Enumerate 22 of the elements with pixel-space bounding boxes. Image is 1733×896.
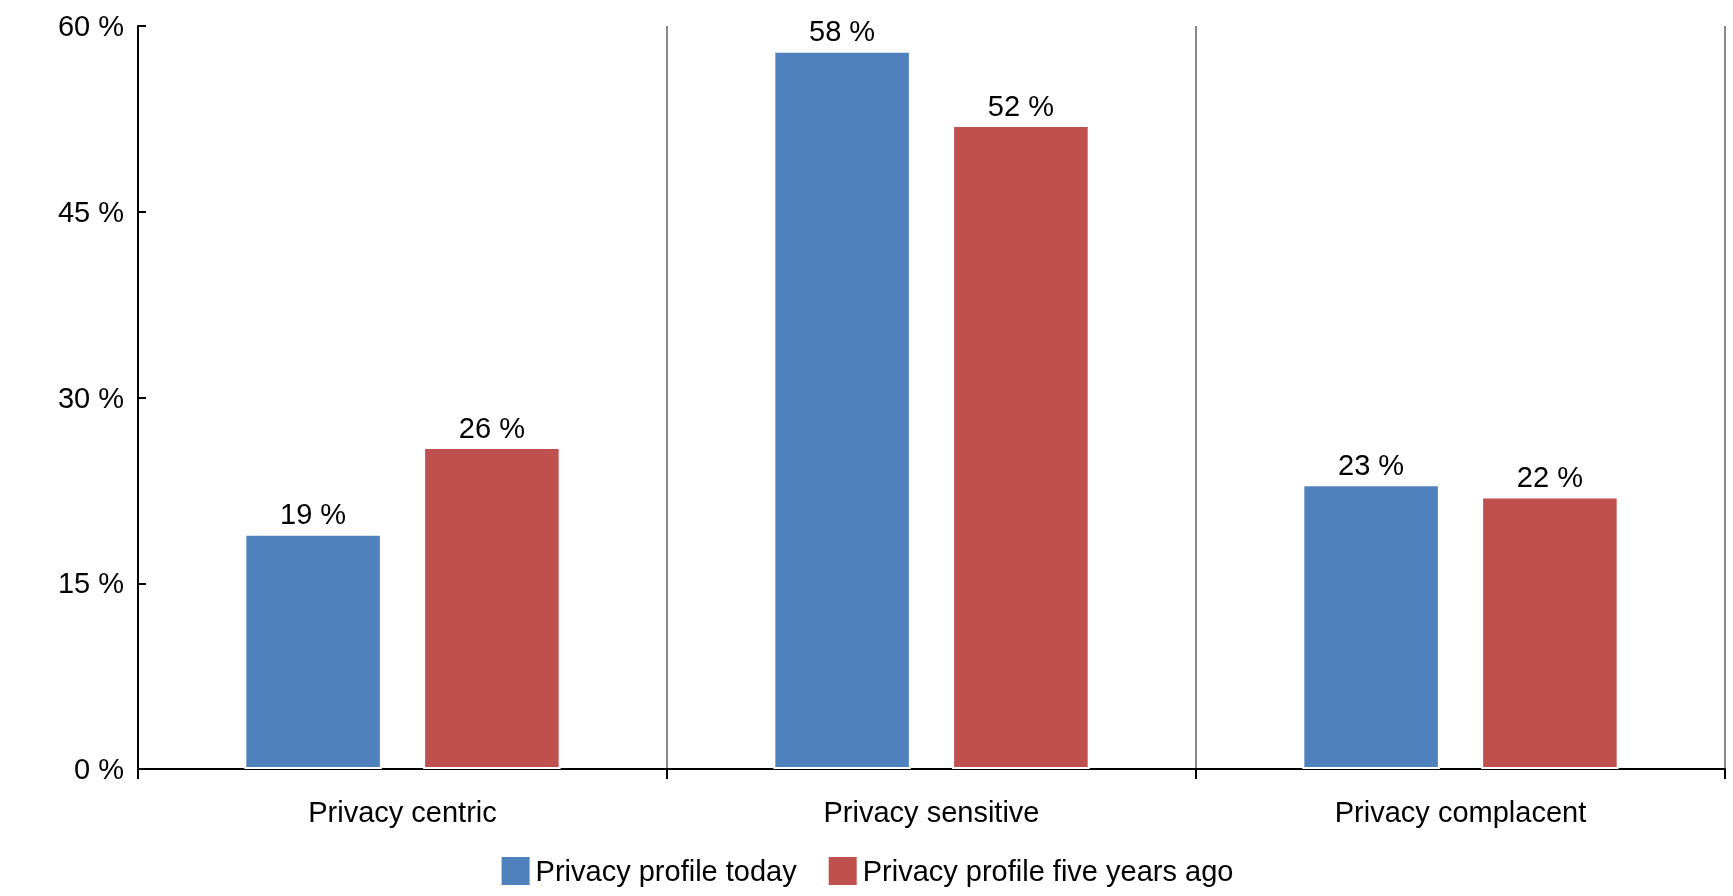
data-label: 52 %: [987, 89, 1054, 122]
bar: [1302, 484, 1440, 769]
x-tick-label: Privacy complacent: [1334, 795, 1587, 828]
legend-label: Privacy profile today: [535, 855, 798, 887]
y-tick-label: 15 %: [57, 567, 124, 600]
bar: [773, 50, 911, 769]
bar: [423, 447, 561, 769]
bar: [1481, 496, 1619, 769]
data-label: 23 %: [1338, 448, 1405, 481]
y-tick-label: 60 %: [57, 10, 124, 42]
legend-label: Privacy profile five years ago: [862, 855, 1234, 887]
data-label: 26 %: [458, 411, 525, 444]
bar: [952, 125, 1090, 769]
data-label: 19 %: [280, 498, 347, 531]
data-label: 22 %: [1516, 461, 1583, 494]
x-tick-label: Privacy centric: [308, 795, 497, 828]
x-tick-label: Privacy sensitive: [823, 795, 1040, 828]
y-tick-label: 0 %: [74, 753, 124, 785]
data-label: 58 %: [809, 15, 876, 48]
y-tick-label: 45 %: [57, 195, 124, 228]
y-tick-label: 30 %: [57, 381, 124, 414]
bar: [244, 533, 382, 769]
